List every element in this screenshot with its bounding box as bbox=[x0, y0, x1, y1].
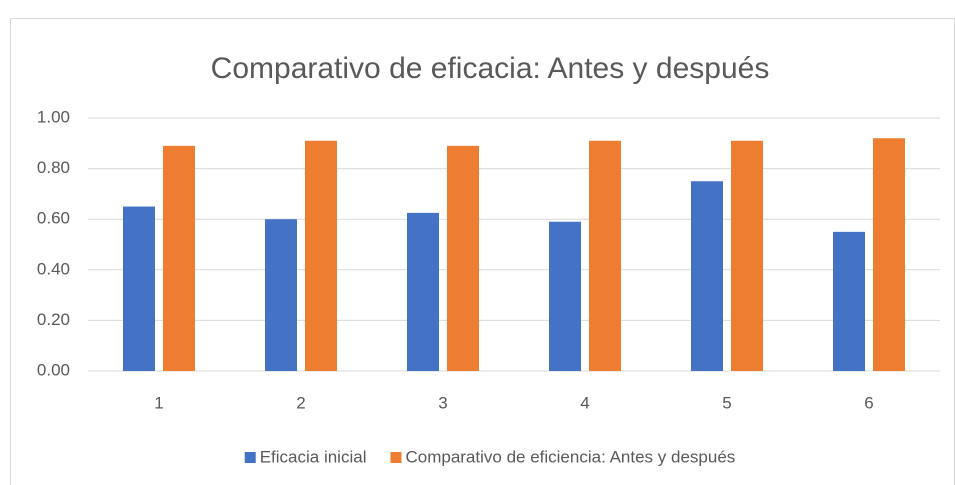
y-tick-label: 0.60 bbox=[37, 209, 70, 228]
y-tick-label: 1.00 bbox=[37, 107, 70, 126]
x-tick-label: 4 bbox=[580, 393, 589, 412]
x-tick-label: 1 bbox=[154, 393, 163, 412]
bar bbox=[873, 138, 905, 371]
y-tick-label: 0.00 bbox=[37, 360, 70, 379]
legend-swatch bbox=[244, 452, 256, 463]
bar bbox=[691, 181, 723, 371]
bar bbox=[123, 206, 155, 371]
legend-swatch bbox=[390, 452, 402, 463]
bar bbox=[731, 140, 763, 371]
bar bbox=[549, 221, 581, 371]
x-tick-label: 2 bbox=[296, 393, 305, 412]
bar bbox=[589, 140, 621, 371]
bar bbox=[833, 231, 865, 371]
bar bbox=[447, 145, 479, 371]
bar bbox=[163, 145, 195, 371]
x-tick-label: 5 bbox=[722, 393, 731, 412]
x-tick-label: 6 bbox=[864, 393, 873, 412]
x-tick-label: 3 bbox=[438, 393, 447, 412]
y-tick-label: 0.40 bbox=[37, 259, 70, 278]
y-tick-label: 0.80 bbox=[37, 158, 70, 177]
chart-title: Comparativo de eficacia: Antes y después bbox=[211, 52, 770, 85]
legend-label: Eficacia inicial bbox=[260, 447, 367, 466]
bar bbox=[265, 219, 297, 371]
legend-label: Comparativo de eficiencia: Antes y despu… bbox=[405, 447, 735, 466]
y-tick-label: 0.20 bbox=[37, 310, 70, 329]
bar bbox=[305, 140, 337, 371]
bar bbox=[407, 212, 439, 371]
